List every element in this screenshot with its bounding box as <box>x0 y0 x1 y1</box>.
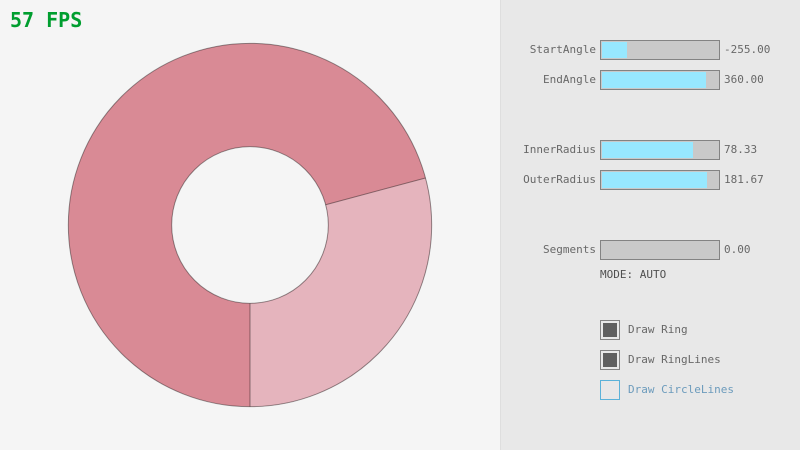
endangle-label: EndAngle <box>543 73 596 86</box>
outerradius-slider[interactable] <box>600 170 720 190</box>
endangle-slider[interactable] <box>600 70 720 90</box>
startangle-slider-fill <box>602 42 627 58</box>
outerradius-slider-fill <box>602 172 707 188</box>
donut-ring-canvas <box>67 42 433 408</box>
segments-slider[interactable] <box>600 240 720 260</box>
mode-label: MODE: AUTO <box>600 268 667 281</box>
draw-ring-checkbox[interactable] <box>600 320 620 340</box>
fps-counter: 57 FPS <box>10 8 83 32</box>
startangle-label: StartAngle <box>529 43 596 56</box>
innerradius-slider-fill <box>602 142 693 158</box>
outerradius-value: 181.67 <box>724 173 764 186</box>
panel-divider <box>500 0 501 450</box>
draw-ring-label: Draw Ring <box>628 323 688 336</box>
startangle-slider[interactable] <box>600 40 720 60</box>
innerradius-slider[interactable] <box>600 140 720 160</box>
innerradius-value: 78.33 <box>724 143 758 156</box>
endangle-value: 360.00 <box>724 73 764 86</box>
draw-circlelines-checkbox[interactable] <box>600 380 620 400</box>
innerradius-label: InnerRadius <box>523 143 596 156</box>
draw-ringlines-label: Draw RingLines <box>628 353 721 366</box>
segments-label: Segments <box>543 243 596 256</box>
endangle-slider-fill <box>602 72 706 88</box>
startangle-value: -255.00 <box>724 43 771 56</box>
draw-circlelines-label: Draw CircleLines <box>628 383 734 396</box>
draw-ringlines-checkbox[interactable] <box>600 350 620 370</box>
segments-value: 0.00 <box>724 243 751 256</box>
outerradius-label: OuterRadius <box>523 173 596 186</box>
